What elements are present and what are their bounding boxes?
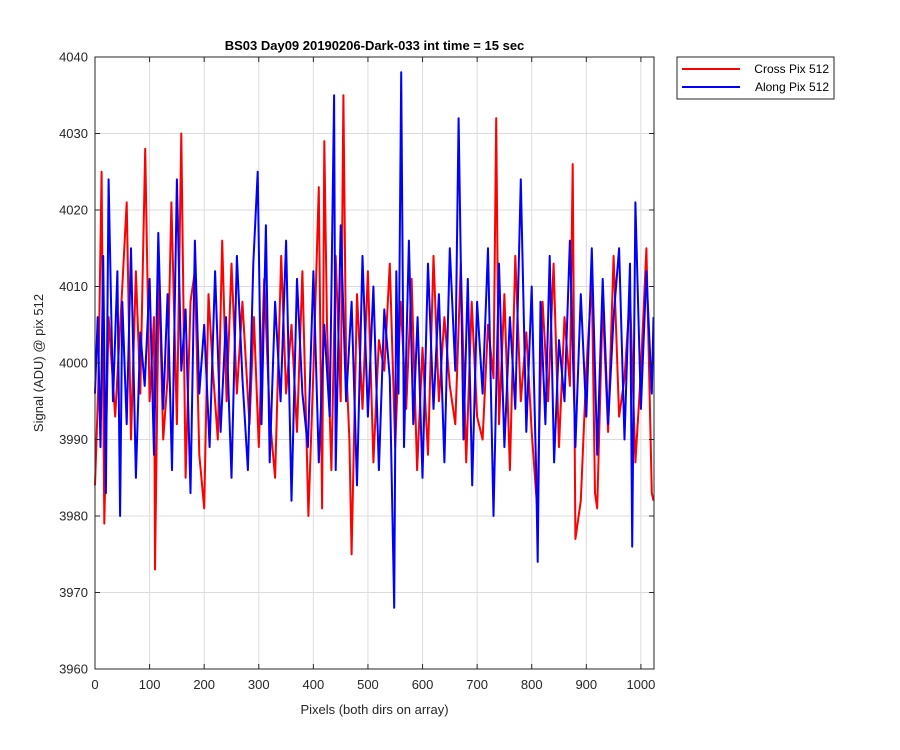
y-tick-label: 3980 (59, 509, 88, 524)
tick-labels: 0 100 200 300 400 500 600 700 800 900 1000 3960 3970… (59, 50, 655, 693)
legend-box (676, 56, 835, 100)
x-tick-label: 300 (248, 677, 270, 692)
y-tick-label: 3970 (59, 585, 88, 600)
x-tick-label: 800 (521, 677, 543, 692)
x-axis-label: Pixels (both dirs on array) (300, 702, 448, 717)
y-axis-label: Signal (ADU) @ pix 512 (31, 294, 46, 432)
x-tick-label: 600 (412, 677, 434, 692)
x-tick-label: 100 (139, 677, 161, 692)
y-tick-label: 4040 (59, 50, 88, 65)
legend-label-along: Along Pix 512 (755, 80, 829, 94)
x-tick-label: 700 (466, 677, 488, 692)
x-tick-label: 1000 (626, 677, 655, 692)
y-tick-label: 4010 (59, 279, 88, 294)
x-tick-label: 400 (303, 677, 325, 692)
x-tick-label: 900 (575, 677, 597, 692)
legend-label-cross: Cross Pix 512 (754, 62, 829, 76)
series-line-0 (94, 94, 655, 571)
y-tick-label: 4020 (59, 203, 88, 218)
series-lines (94, 71, 655, 609)
y-tick-label: 3960 (59, 662, 88, 677)
x-tick-label: 0 (91, 677, 98, 692)
x-tick-label: 500 (357, 677, 379, 692)
y-tick-label: 4000 (59, 356, 88, 371)
chart-title: BS03 Day09 20190206-Dark-033 int time = … (225, 38, 525, 53)
y-tick-label: 3990 (59, 432, 88, 447)
x-tick-label: 200 (193, 677, 215, 692)
legend: Cross Pix 512 Along Pix 512 (676, 56, 835, 100)
tick-marks (94, 56, 654, 670)
series-line-1 (94, 71, 655, 609)
y-tick-label: 4030 (59, 126, 88, 141)
